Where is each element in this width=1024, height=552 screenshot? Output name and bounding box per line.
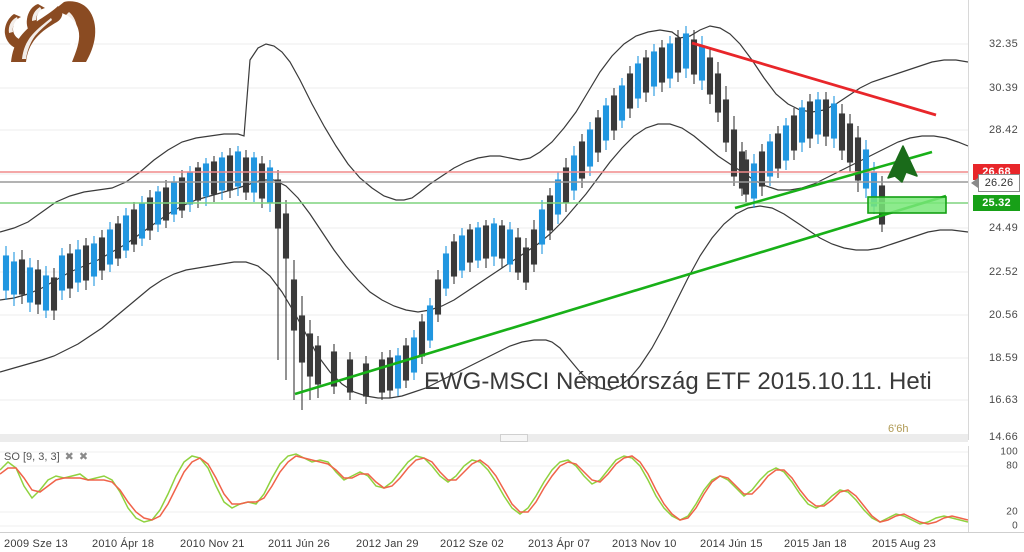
time-tick: 2011 Jún 26 (268, 538, 330, 550)
falling-resistance-trendline (691, 41, 937, 117)
candlestick-series (2, 26, 886, 410)
current-price-pointer-icon (971, 178, 978, 188)
time-tick: 2009 Sze 13 (4, 538, 68, 550)
price-axis[interactable]: 32.35 30.39 28.42 24.49 22.52 20.56 18.5… (968, 0, 1024, 443)
time-axis: 2009 Sze 13 2010 Ápr 18 2010 Nov 21 2011… (0, 532, 1024, 552)
current-price-tag[interactable]: 26.26 (978, 174, 1020, 192)
settings-close-icon[interactable]: ✖ (78, 451, 89, 463)
time-tick: 2012 Jan 29 (356, 538, 419, 550)
price-tick: 24.49 (988, 222, 1018, 234)
horizontal-reference-lines (0, 171, 968, 204)
buy-zone-rectangle (867, 196, 947, 214)
price-tick: 20.56 (988, 309, 1018, 321)
chart-title: EWG-MSCI Németország ETF 2015.10.11. Het… (424, 368, 932, 395)
indicator-label-group[interactable]: SO [9, 3, 3] ✖ ✖ (4, 450, 89, 464)
time-tick: 2013 Ápr 07 (528, 538, 591, 550)
price-tick: 14.66 (988, 431, 1018, 443)
bollinger-middle (0, 123, 968, 313)
time-tick: 2013 Nov 10 (612, 538, 677, 550)
osc-tick: 20 (1006, 506, 1018, 518)
time-tick: 2010 Nov 21 (180, 538, 245, 550)
oscillator-d-line (0, 455, 968, 525)
osc-tick: 0 (1012, 520, 1018, 532)
price-tick: 16.63 (988, 394, 1018, 406)
time-tick: 2015 Jan 18 (784, 538, 847, 550)
price-tick: 22.52 (988, 266, 1018, 278)
price-tick: 30.39 (988, 82, 1018, 94)
support-price-tag[interactable]: 25.32 (973, 195, 1020, 211)
bollinger-lower (0, 205, 968, 399)
stochastic-oscillator-panel[interactable] (0, 446, 968, 532)
close-icon[interactable]: ✖ (64, 451, 74, 463)
rising-support-trendline (294, 194, 947, 396)
price-tick: 32.35 (988, 38, 1018, 50)
time-tick: 2010 Ápr 18 (92, 538, 155, 550)
horizontal-scrollbar-track[interactable] (0, 434, 968, 442)
indicator-label: SO [9, 3, 3] (4, 450, 60, 463)
oscillator-svg (0, 451, 968, 527)
osc-tick: 100 (1000, 446, 1018, 458)
bullish-arrow-icon (887, 145, 918, 183)
horse-logo (2, 0, 106, 64)
horizontal-scrollbar-thumb[interactable] (500, 434, 528, 442)
oscillator-axis: 100 80 20 0 (968, 446, 1024, 532)
time-tick: 2014 Jún 15 (700, 538, 763, 550)
oscillator-k-line (0, 453, 968, 525)
price-tick: 18.59 (988, 352, 1018, 364)
osc-tick: 80 (1006, 460, 1018, 472)
horse-logo-icon (4, 1, 96, 63)
bollinger-upper (0, 25, 968, 233)
price-tick: 28.42 (988, 124, 1018, 136)
time-tick: 2012 Sze 02 (440, 538, 504, 550)
time-tick: 2015 Aug 23 (872, 538, 936, 550)
annotation-note: 6'6h (888, 423, 909, 435)
